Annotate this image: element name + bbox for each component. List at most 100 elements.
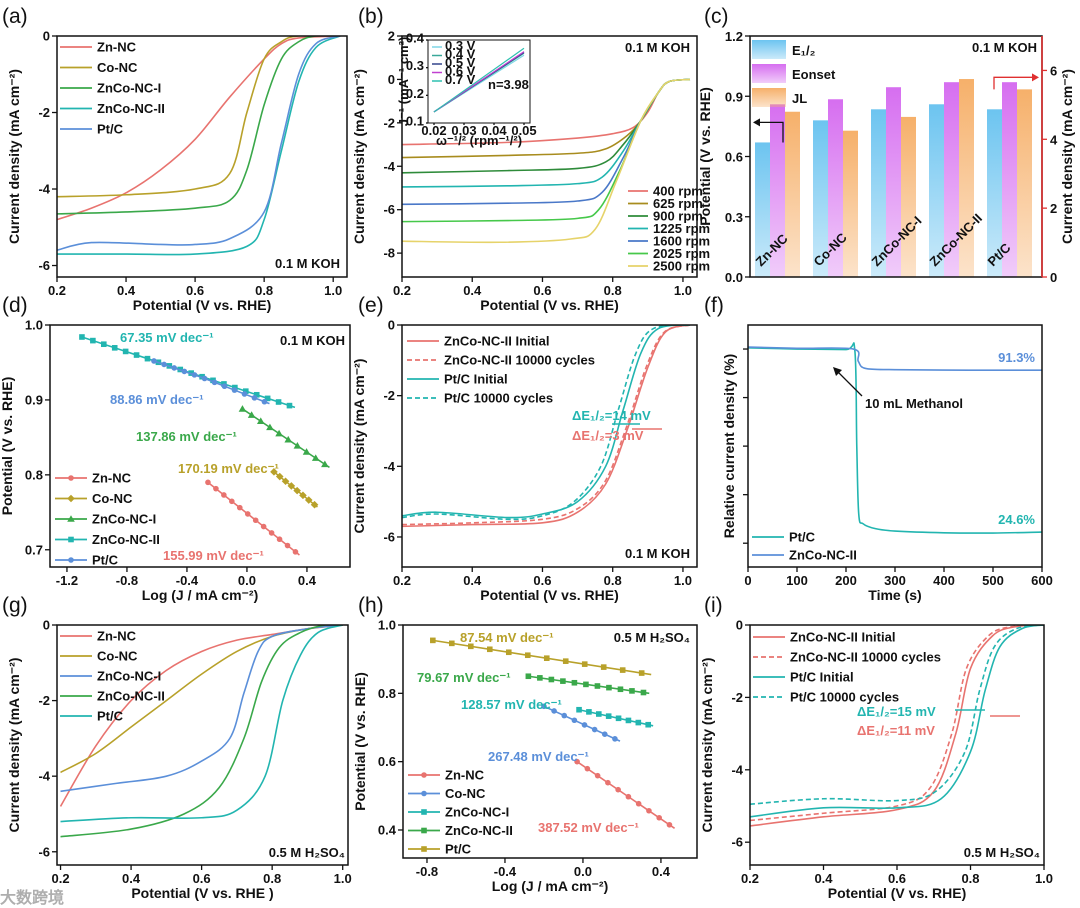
data-point xyxy=(284,542,291,549)
y-tick-label: -6 xyxy=(731,835,743,850)
data-point xyxy=(571,679,578,686)
x-tick-label: 1.0 xyxy=(674,283,692,298)
legend-label: Pt/C xyxy=(92,553,119,568)
y-axis-label: Current density (mA cm⁻²) xyxy=(6,658,22,833)
panel-c: (c)Zn-NC Co-NC ZnCo-NC-I ZnCo-NC-II Pt/C0.00… xyxy=(697,5,1075,285)
x-tick-label: 1.0 xyxy=(1035,871,1053,886)
x-tick-label: -0.8 xyxy=(116,573,138,588)
annotation: 0.1 M KOH xyxy=(275,256,340,271)
data-point xyxy=(68,557,74,563)
data-point xyxy=(238,405,247,412)
x-tick-label: 0.05 xyxy=(511,123,536,138)
data-point xyxy=(133,352,140,358)
arrow-icon xyxy=(835,369,863,397)
plot-frame xyxy=(402,624,698,859)
inset-legend-label: 0.3 V xyxy=(445,38,476,53)
x-tick-label: 0.6 xyxy=(888,871,906,886)
data-point xyxy=(270,468,278,476)
y-tick-label: 0 xyxy=(388,318,395,333)
plot-frame xyxy=(401,35,698,278)
plot-frame xyxy=(747,324,1043,568)
y-tick-label: -6 xyxy=(383,202,395,217)
legend-swatch xyxy=(752,40,786,59)
y-tick-label: 0.9 xyxy=(25,392,43,407)
x-tick-label: 600 xyxy=(1031,573,1053,588)
bar xyxy=(755,142,770,277)
annotation: 387.52 mV dec⁻¹ xyxy=(538,820,639,835)
annotation: 88.86 mV dec⁻¹ xyxy=(110,392,204,407)
y-tick-label: 2 xyxy=(388,29,395,44)
data-point xyxy=(247,411,256,418)
y-tick-label: -2 xyxy=(731,690,743,705)
y-right-tick-label: 2 xyxy=(1050,201,1057,216)
annotation: ΔE₁/₂=15 mV xyxy=(857,704,936,719)
x-tick-label: 0.8 xyxy=(604,283,622,298)
inset-legend-label: 0.5 V xyxy=(445,55,476,70)
data-point xyxy=(594,683,601,689)
legend-label: Co-NC xyxy=(97,60,138,75)
data-point xyxy=(90,337,96,344)
legend-label: ZnCo-NC-I xyxy=(445,805,509,820)
legend-label: 400 rpm xyxy=(653,184,703,199)
data-point xyxy=(111,345,118,351)
y-tick-label: -4 xyxy=(383,459,395,474)
data-point xyxy=(524,652,531,659)
legend-label: Pt/C Initial xyxy=(444,372,508,387)
data-point xyxy=(468,643,474,650)
x-tick-label: 0.4 xyxy=(814,871,833,886)
panel-a: (a) 0.2 0.4 0.6 0.8 1.0 0 -2 -4 -6 Potential (V vs… xyxy=(2,5,348,313)
x-tick-label: 0 xyxy=(744,573,751,588)
annotation: 0.5 M H₂SO₄ xyxy=(964,845,1040,860)
legend-label: Pt/C 10000 cycles xyxy=(444,391,553,406)
data-point xyxy=(525,673,532,680)
inset-annotation: n=3.98 xyxy=(488,77,529,92)
data-point xyxy=(638,670,645,676)
panel-letter: (d) xyxy=(2,294,28,317)
panel-letter: (f) xyxy=(704,294,724,317)
data-point xyxy=(79,334,85,340)
left-axis-arrow-icon xyxy=(755,121,784,143)
annotation: 128.57 mV dec⁻¹ xyxy=(461,697,562,712)
y-axis-label: Current density (mA cm⁻²) xyxy=(699,658,715,833)
data-point xyxy=(571,717,578,724)
bar xyxy=(959,79,974,278)
annotation: 79.67 mV dec⁻¹ xyxy=(417,670,511,685)
y-tick-label: -2 xyxy=(383,388,395,403)
y-tick-label: 0.6 xyxy=(725,150,743,165)
annotation: 0.1 M KOH xyxy=(625,40,690,55)
series-line xyxy=(57,36,341,221)
series-line xyxy=(57,36,341,252)
legend-label: ZnCo-NC-II Initial xyxy=(444,334,549,349)
data-point xyxy=(67,494,75,503)
inset-series-line xyxy=(433,47,525,113)
legend-label: ZnCo-NC-I xyxy=(92,512,156,527)
data-point xyxy=(543,655,550,661)
legend-label: ZnCo-NC-I xyxy=(97,669,161,684)
data-point xyxy=(266,423,274,431)
y-tick-label: -2 xyxy=(38,105,50,120)
panel-e: (e) 0.2 0.4 0.6 0.8 1.0 0 -2 -4 -6 Potential (V vs… xyxy=(351,294,698,603)
data-point xyxy=(281,477,290,486)
x-tick-label: -1.2 xyxy=(56,573,78,588)
data-point xyxy=(302,448,311,455)
y-tick-label: 0.4 xyxy=(406,30,425,45)
data-point xyxy=(311,454,320,461)
x-tick-label: 1.0 xyxy=(674,573,692,588)
annotation: 0.1 M KOH xyxy=(972,40,1037,55)
x-axis-label: Potential (V vs. RHE) xyxy=(133,297,271,313)
x-tick-label: 0.2 xyxy=(393,573,411,588)
panel-d: (d) -1.2 -0.8 -0.4 0.0 0.4 0.7 0.8 0.9 1.0 Log (J … xyxy=(0,294,351,603)
plot-area xyxy=(402,325,691,528)
x-tick-label: 0.2 xyxy=(393,283,411,298)
data-point xyxy=(586,709,592,715)
data-point xyxy=(615,715,622,722)
bar xyxy=(1017,89,1032,277)
x-tick-label: 0.6 xyxy=(533,283,551,298)
x-tick-label: 0.8 xyxy=(604,573,622,588)
data-point xyxy=(321,460,329,468)
data-point xyxy=(449,640,455,647)
x-tick-label: 0.4 xyxy=(117,283,136,298)
y-axis-label: Relative current density (%) xyxy=(721,354,737,538)
data-point xyxy=(635,800,642,807)
